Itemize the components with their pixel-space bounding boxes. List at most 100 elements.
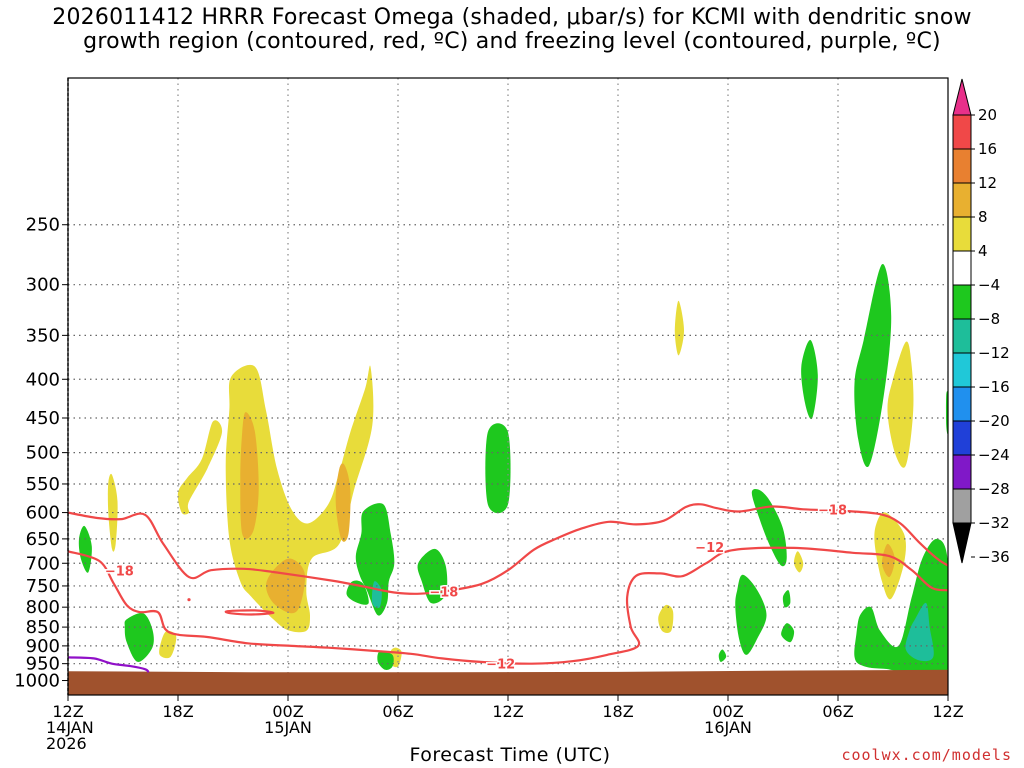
- y-tick-label: 400: [26, 369, 60, 390]
- omega-region-positive: [881, 543, 895, 578]
- y-tick-label: 800: [26, 597, 60, 618]
- colorbar-swatch: [952, 250, 972, 286]
- y-tick-label: 550: [26, 474, 60, 495]
- chart-title-line2: growth region (contoured, red, ºC) and f…: [83, 29, 941, 54]
- omega-region-negative: [751, 488, 787, 567]
- y-tick-label: 750: [26, 576, 60, 597]
- y-tick-label: 250: [26, 215, 60, 236]
- colorbar-swatch: [952, 182, 972, 218]
- omega-region-negative: [124, 612, 154, 662]
- x-tick-label: 00Z: [712, 702, 743, 721]
- colorbar-top-arrow: [952, 78, 972, 116]
- colorbar-label: −8: [978, 310, 1000, 328]
- y-tick-label: 600: [26, 503, 60, 524]
- omega-shading-layer: [78, 263, 948, 677]
- colorbar-label: 16: [978, 140, 997, 158]
- colorbar-bottom-arrow: [952, 522, 972, 564]
- omega-region-negative: [355, 503, 395, 616]
- omega-region-positive: [658, 604, 674, 634]
- chart-title: 2026011412 HRRR Forecast Omega (shaded, …: [0, 6, 1024, 54]
- omega-region-negative: [854, 263, 892, 468]
- colorbar-swatch: [952, 454, 972, 490]
- x-tick-label: 14JAN: [46, 718, 94, 737]
- contour-label: −18: [429, 585, 458, 600]
- colorbar-label: 12: [978, 174, 997, 192]
- omega-region-negative: [78, 525, 92, 573]
- y-tick-label: 950: [26, 654, 60, 675]
- contour-label: −12: [486, 658, 515, 673]
- terrain-layer: [68, 669, 948, 695]
- contour-label: −18: [818, 503, 847, 518]
- x-tick-label: 16JAN: [704, 718, 752, 737]
- dgz-dot: [187, 598, 191, 602]
- y-tick-label: 300: [26, 275, 60, 296]
- colorbar-swatch: [952, 386, 972, 422]
- omega-region-positive: [177, 420, 223, 515]
- omega-region-positive: [240, 412, 259, 539]
- colorbar-label: −28: [978, 480, 1010, 498]
- colorbar-swatch: [952, 216, 972, 252]
- x-tick-label: 12Z: [52, 702, 83, 721]
- x-tick-label: 12Z: [932, 702, 963, 721]
- omega-region-negative: [485, 423, 511, 514]
- y-tick-label: 650: [26, 529, 60, 550]
- x-tick-label: 2026: [46, 734, 87, 753]
- colorbar-label: 20: [978, 106, 997, 124]
- source-credit: coolwx.com/models: [841, 746, 1012, 764]
- colorbar-swatch: [952, 318, 972, 354]
- colorbar-swatch: [952, 420, 972, 456]
- colorbar-label: 4: [978, 242, 988, 260]
- dgz-loop-contour: [224, 609, 275, 616]
- dgz-lower-contour: [68, 546, 948, 665]
- terrain-band: [68, 669, 948, 695]
- omega-region-negative: [417, 548, 448, 604]
- omega-region-negative: [781, 623, 795, 643]
- y-tick-label: 850: [26, 617, 60, 638]
- colorbar: 20 16 12 8 4 −4 −8 −12 −16 −20 −24 −28 −32 −36: [952, 78, 1010, 566]
- colorbar-label: −36: [978, 548, 1010, 566]
- omega-region-negative: [782, 590, 791, 608]
- colorbar-label: 8: [978, 208, 988, 226]
- y-tick-label: 700: [26, 553, 60, 574]
- y-tick-label: 500: [26, 443, 60, 464]
- x-tick-label: 12Z: [492, 702, 523, 721]
- chart-title-line1: 2026011412 HRRR Forecast Omega (shaded, …: [52, 5, 972, 30]
- omega-region-positive: [674, 300, 684, 356]
- colorbar-swatch: [952, 114, 972, 150]
- x-tick-label: 18Z: [162, 702, 193, 721]
- y-tick-label: 350: [26, 325, 60, 346]
- axis-layer: 2503003504004505005506006507007508008509…: [14, 77, 964, 753]
- omega-region-negative: [801, 339, 818, 420]
- colorbar-label: −4: [978, 276, 1000, 294]
- colorbar-label: −20: [978, 412, 1010, 430]
- colorbar-label: −16: [978, 378, 1010, 396]
- y-tick-label: 1000: [14, 671, 60, 692]
- omega-region-negative: [905, 602, 934, 662]
- omega-region-negative: [735, 574, 767, 655]
- colorbar-label: −32: [978, 514, 1010, 532]
- x-tick-label: 18Z: [602, 702, 633, 721]
- colorbar-swatch: [952, 352, 972, 388]
- contour-label: −12: [695, 541, 724, 556]
- omega-region-positive: [887, 341, 914, 468]
- x-tick-label: 06Z: [382, 702, 413, 721]
- dgz-upper-contour: [68, 503, 948, 595]
- freezing-level-contour: [68, 656, 150, 674]
- omega-region-negative: [718, 649, 727, 662]
- omega-region-positive: [159, 630, 177, 659]
- omega-region-negative: [377, 650, 394, 670]
- colorbar-label: −12: [978, 344, 1010, 362]
- omega-region-positive: [335, 463, 351, 542]
- x-tick-label: 06Z: [822, 702, 853, 721]
- contour-layer: −18 −18 −18 −12 −12: [68, 502, 948, 674]
- omega-region-positive: [793, 551, 804, 573]
- omega-region-positive: [225, 364, 374, 633]
- y-tick-label: 450: [26, 408, 60, 429]
- x-tick-label: 15JAN: [264, 718, 312, 737]
- colorbar-swatch: [952, 488, 972, 524]
- x-axis-title: Forecast Time (UTC): [409, 744, 611, 766]
- y-tick-label: 900: [26, 636, 60, 657]
- colorbar-swatch: [952, 284, 972, 320]
- x-tick-label: 00Z: [272, 702, 303, 721]
